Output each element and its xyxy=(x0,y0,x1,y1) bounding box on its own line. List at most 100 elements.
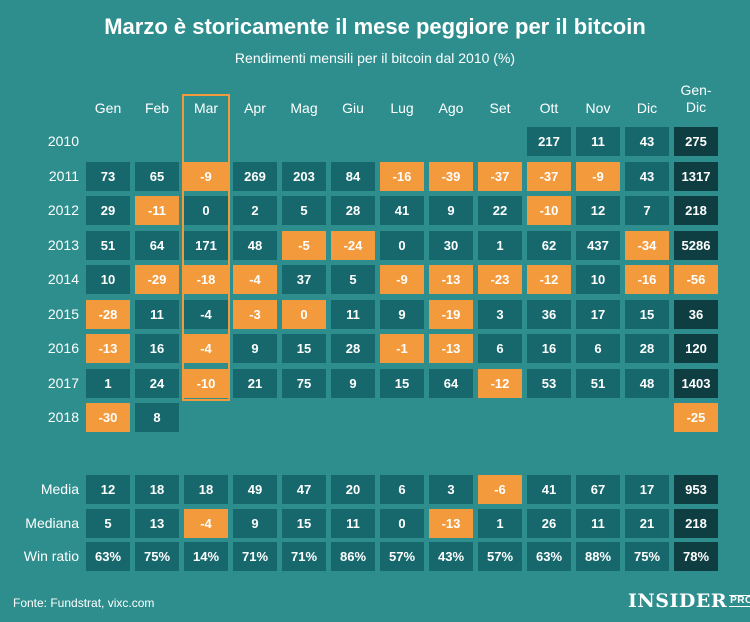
year-cell-4-5: 5 xyxy=(331,265,375,294)
summary-cell-1-4: 15 xyxy=(282,508,326,538)
year-cell-4-10: 10 xyxy=(576,265,620,294)
summary-cell-0-1: 18 xyxy=(135,475,179,504)
year-cell-4-8: -23 xyxy=(478,265,522,294)
year-cell-3-8: 1 xyxy=(478,230,522,260)
year-cell-1-10: -9 xyxy=(576,161,620,191)
year-label-1: 2011 xyxy=(48,167,79,184)
year-cell-5-12: 36 xyxy=(674,299,718,329)
year-cell-7-5: 9 xyxy=(331,368,375,398)
year-cell-2-9: -10 xyxy=(527,196,571,225)
year-cell-5-9: 36 xyxy=(527,299,571,329)
year-cell-4-1: -29 xyxy=(135,265,179,294)
summary-cell-2-10: 88% xyxy=(576,542,620,571)
summary-cell-0-0: 12 xyxy=(86,475,130,504)
summary-cell-0-10: 67 xyxy=(576,475,620,504)
year-cell-4-7: -13 xyxy=(429,265,473,294)
year-cell-4-6: -9 xyxy=(380,265,424,294)
year-cell-1-11: 43 xyxy=(625,161,669,191)
year-cell-3-12: 5286 xyxy=(674,230,718,260)
summary-cell-2-11: 75% xyxy=(625,542,669,571)
summary-cell-2-3: 71% xyxy=(233,542,277,571)
summary-cell-0-9: 41 xyxy=(527,475,571,504)
year-cell-3-2: 171 xyxy=(184,230,228,260)
year-cell-0-12: 275 xyxy=(674,127,718,156)
year-cell-5-10: 17 xyxy=(576,299,620,329)
summary-cell-2-4: 71% xyxy=(282,542,326,571)
year-cell-6-8: 6 xyxy=(478,334,522,363)
summary-cell-0-7: 3 xyxy=(429,475,473,504)
summary-cell-2-8: 57% xyxy=(478,542,522,571)
year-cell-4-9: -12 xyxy=(527,265,571,294)
year-cell-5-1: 11 xyxy=(135,299,179,329)
logo-text: INSIDER xyxy=(628,590,728,612)
year-cell-3-4: -5 xyxy=(282,230,326,260)
march-highlight xyxy=(182,94,230,401)
summary-cell-1-1: 13 xyxy=(135,508,179,538)
year-cell-1-0: 73 xyxy=(86,161,130,191)
year-cell-1-7: -39 xyxy=(429,161,473,191)
year-cell-5-5: 11 xyxy=(331,299,375,329)
year-label-8: 2018 xyxy=(47,409,79,425)
year-cell-2-2: 0 xyxy=(184,196,228,225)
year-cell-1-12: 1317 xyxy=(674,161,718,191)
year-cell-3-1: 64 xyxy=(135,230,179,260)
summary-cell-0-2: 18 xyxy=(184,475,228,504)
year-cell-5-2: -4 xyxy=(184,299,228,329)
year-cell-0-9: 217 xyxy=(527,127,571,156)
summary-cell-2-6: 57% xyxy=(380,542,424,571)
year-cell-7-9: 53 xyxy=(527,368,571,398)
year-cell-1-4: 203 xyxy=(282,161,326,191)
year-label-0: 2010 xyxy=(47,133,79,149)
year-cell-8-0: -30 xyxy=(86,403,130,432)
column-header-10: Nov xyxy=(585,100,611,116)
year-cell-6-9: 16 xyxy=(527,334,571,363)
year-cell-2-6: 41 xyxy=(380,196,424,225)
year-cell-5-8: 3 xyxy=(478,299,522,329)
year-cell-4-2: -18 xyxy=(184,265,228,294)
year-cell-5-6: 9 xyxy=(380,299,424,329)
summary-cell-2-2: 14% xyxy=(184,542,228,571)
column-header-5: Giu xyxy=(342,100,364,116)
logo-suffix: PRO xyxy=(729,595,750,607)
chart-title: Marzo è storicamente il mese peggiore pe… xyxy=(104,14,646,39)
year-cell-7-3: 21 xyxy=(233,368,277,398)
year-label-2: 2012 xyxy=(47,202,79,218)
year-cell-7-8: -12 xyxy=(478,368,522,398)
year-cell-2-11: 7 xyxy=(625,196,669,225)
year-cell-6-5: 28 xyxy=(331,334,375,363)
summary-cell-0-3: 49 xyxy=(233,475,277,504)
column-header-6: Lug xyxy=(390,100,414,116)
year-cell-1-8: -37 xyxy=(478,161,522,191)
year-cell-5-7: -19 xyxy=(429,299,473,329)
year-cell-6-7: -13 xyxy=(429,334,473,363)
year-label-5: 2015 xyxy=(47,305,79,322)
year-cell-4-11: -16 xyxy=(625,265,669,294)
summary-cell-1-6: 0 xyxy=(380,508,424,538)
year-cell-6-11: 28 xyxy=(625,334,669,363)
column-header-3: Apr xyxy=(244,100,266,116)
year-cell-1-5: 84 xyxy=(331,161,375,191)
year-cell-6-4: 15 xyxy=(282,334,326,363)
year-cell-3-3: 48 xyxy=(233,230,277,260)
year-cell-2-0: 29 xyxy=(86,196,130,225)
year-cell-3-7: 30 xyxy=(429,230,473,260)
year-cell-3-0: 51 xyxy=(86,230,130,260)
summary-cell-1-3: 9 xyxy=(233,508,277,538)
summary-cell-2-1: 75% xyxy=(135,542,179,571)
year-cell-2-8: 22 xyxy=(478,196,522,225)
year-cell-7-10: 51 xyxy=(576,368,620,398)
year-cell-0-10: 11 xyxy=(576,127,620,156)
summary-cell-0-4: 47 xyxy=(282,475,326,504)
summary-cell-1-0: 5 xyxy=(86,508,130,538)
summary-cell-0-11: 17 xyxy=(625,475,669,504)
year-cell-6-1: 16 xyxy=(135,334,179,363)
year-cell-4-4: 37 xyxy=(282,265,326,294)
source-note: Fonte: Fundstrat, vixc.com xyxy=(13,596,155,610)
summary-cell-1-5: 11 xyxy=(331,508,375,538)
year-cell-3-9: 62 xyxy=(527,230,571,260)
year-cell-1-1: 65 xyxy=(135,161,179,191)
year-cell-2-5: 28 xyxy=(331,196,375,225)
year-cell-4-12: -56 xyxy=(674,265,718,294)
year-cell-6-2: -4 xyxy=(184,334,228,363)
